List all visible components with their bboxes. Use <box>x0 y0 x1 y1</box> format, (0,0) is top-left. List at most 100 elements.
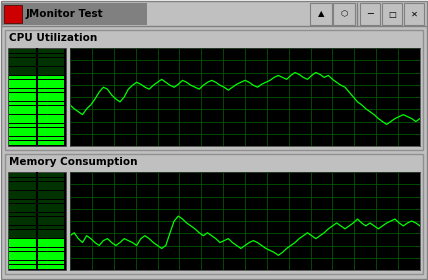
Text: ─: ─ <box>367 9 373 19</box>
Bar <box>38 234 65 238</box>
Bar <box>38 208 65 212</box>
Bar <box>9 102 36 106</box>
Bar <box>310 3 332 25</box>
Bar <box>38 137 65 140</box>
Text: JMonitor Test: JMonitor Test <box>26 9 104 19</box>
Bar <box>38 213 65 216</box>
Bar <box>9 93 36 97</box>
Bar <box>9 119 36 123</box>
Bar <box>5 154 423 274</box>
Bar <box>38 71 65 75</box>
Bar <box>9 191 36 195</box>
Text: ⬡: ⬡ <box>340 10 348 18</box>
Bar <box>382 3 402 25</box>
Bar <box>2 3 147 25</box>
Bar <box>38 93 65 97</box>
Bar <box>38 80 65 84</box>
Bar <box>9 84 36 88</box>
Bar <box>9 265 36 269</box>
Bar <box>9 173 36 177</box>
Bar <box>9 182 36 186</box>
Bar <box>9 58 36 62</box>
Bar <box>9 67 36 71</box>
Bar <box>9 76 36 79</box>
Bar <box>38 195 65 199</box>
Bar <box>9 106 36 110</box>
Bar <box>9 226 36 229</box>
Bar <box>38 141 65 145</box>
Bar <box>38 67 65 71</box>
Bar <box>4 5 22 23</box>
Bar <box>9 62 36 66</box>
Bar <box>38 221 65 225</box>
Bar <box>9 204 36 207</box>
Bar <box>38 132 65 136</box>
Bar <box>38 128 65 132</box>
Bar <box>38 261 65 264</box>
Bar <box>9 221 36 225</box>
Bar <box>9 195 36 199</box>
Bar <box>9 123 36 127</box>
Bar <box>38 252 65 256</box>
Bar <box>9 71 36 75</box>
Text: □: □ <box>388 10 396 18</box>
Bar <box>38 173 65 177</box>
Text: CPU Utilization: CPU Utilization <box>9 33 97 43</box>
Bar <box>9 89 36 92</box>
Bar <box>404 3 424 25</box>
Bar <box>38 111 65 114</box>
Bar <box>9 234 36 238</box>
Bar <box>9 230 36 234</box>
Bar <box>9 239 36 242</box>
Bar <box>9 200 36 203</box>
Bar <box>9 252 36 256</box>
Bar <box>38 186 65 190</box>
Bar <box>9 132 36 136</box>
Bar <box>9 80 36 84</box>
Bar <box>38 265 65 269</box>
Bar <box>9 115 36 118</box>
Text: Memory Consumption: Memory Consumption <box>9 157 137 167</box>
Bar <box>9 178 36 181</box>
Bar <box>9 261 36 264</box>
Bar <box>9 54 36 57</box>
Bar <box>333 3 355 25</box>
Bar <box>9 137 36 140</box>
Bar <box>38 182 65 186</box>
Bar <box>38 217 65 221</box>
Bar <box>38 89 65 92</box>
Bar <box>9 128 36 132</box>
Bar <box>9 111 36 114</box>
Bar <box>38 226 65 229</box>
Bar <box>38 49 65 53</box>
Bar <box>38 84 65 88</box>
Bar <box>8 172 66 270</box>
Bar <box>8 48 66 146</box>
Bar <box>360 3 380 25</box>
Bar <box>38 230 65 234</box>
Bar <box>9 97 36 101</box>
Bar <box>38 102 65 106</box>
Bar <box>38 119 65 123</box>
Bar <box>9 208 36 212</box>
Bar <box>9 213 36 216</box>
Bar <box>38 204 65 207</box>
Bar <box>9 49 36 53</box>
Bar <box>38 54 65 57</box>
Bar <box>38 243 65 247</box>
Bar <box>38 239 65 242</box>
Bar <box>38 191 65 195</box>
Bar <box>9 248 36 251</box>
Bar <box>38 58 65 62</box>
Bar <box>38 76 65 79</box>
Bar <box>38 115 65 118</box>
Bar <box>38 123 65 127</box>
Bar <box>9 141 36 145</box>
Bar <box>9 256 36 260</box>
Bar <box>38 62 65 66</box>
Bar <box>9 217 36 221</box>
Bar <box>38 178 65 181</box>
Bar <box>9 243 36 247</box>
Bar <box>38 256 65 260</box>
Bar <box>38 97 65 101</box>
